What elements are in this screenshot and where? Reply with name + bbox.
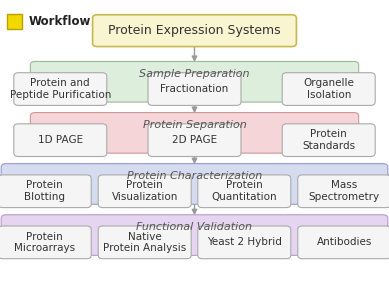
Text: Protein
Microarrays: Protein Microarrays <box>14 232 75 253</box>
FancyBboxPatch shape <box>14 124 107 157</box>
Text: Fractionation: Fractionation <box>160 84 229 94</box>
FancyBboxPatch shape <box>14 73 107 105</box>
Text: Protein
Standards: Protein Standards <box>302 129 355 151</box>
FancyBboxPatch shape <box>7 14 22 29</box>
FancyBboxPatch shape <box>298 226 389 259</box>
Text: Mass
Spectrometry: Mass Spectrometry <box>309 180 380 202</box>
FancyBboxPatch shape <box>198 226 291 259</box>
FancyBboxPatch shape <box>1 164 388 204</box>
Text: Native
Protein Analysis: Native Protein Analysis <box>103 232 186 253</box>
FancyBboxPatch shape <box>98 175 191 208</box>
Text: Antibodies: Antibodies <box>317 237 372 247</box>
FancyBboxPatch shape <box>0 175 91 208</box>
FancyBboxPatch shape <box>282 124 375 157</box>
Text: Protein Expression Systems: Protein Expression Systems <box>108 24 281 37</box>
Text: Protein Separation: Protein Separation <box>143 120 246 131</box>
FancyBboxPatch shape <box>298 175 389 208</box>
FancyBboxPatch shape <box>148 73 241 105</box>
FancyBboxPatch shape <box>0 226 91 259</box>
Text: Organelle
Isolation: Organelle Isolation <box>303 78 354 100</box>
Text: Protein
Blotting: Protein Blotting <box>24 180 65 202</box>
FancyBboxPatch shape <box>198 175 291 208</box>
Text: Protein
Quantitation: Protein Quantitation <box>212 180 277 202</box>
FancyBboxPatch shape <box>93 15 296 46</box>
FancyBboxPatch shape <box>30 112 359 153</box>
Text: 1D PAGE: 1D PAGE <box>38 135 83 145</box>
Text: Sample Preparation: Sample Preparation <box>139 69 250 79</box>
Text: Yeast 2 Hybrid: Yeast 2 Hybrid <box>207 237 282 247</box>
Text: Functional Validation: Functional Validation <box>137 222 252 232</box>
Text: Protein Characterization: Protein Characterization <box>127 171 262 181</box>
FancyBboxPatch shape <box>98 226 191 259</box>
Text: 2D PAGE: 2D PAGE <box>172 135 217 145</box>
Text: Protein
Visualization: Protein Visualization <box>112 180 178 202</box>
FancyBboxPatch shape <box>282 73 375 105</box>
FancyBboxPatch shape <box>30 62 359 102</box>
Text: Workflow: Workflow <box>29 15 91 28</box>
FancyBboxPatch shape <box>148 124 241 157</box>
Text: Protein and
Peptide Purification: Protein and Peptide Purification <box>10 78 111 100</box>
FancyBboxPatch shape <box>1 215 388 255</box>
